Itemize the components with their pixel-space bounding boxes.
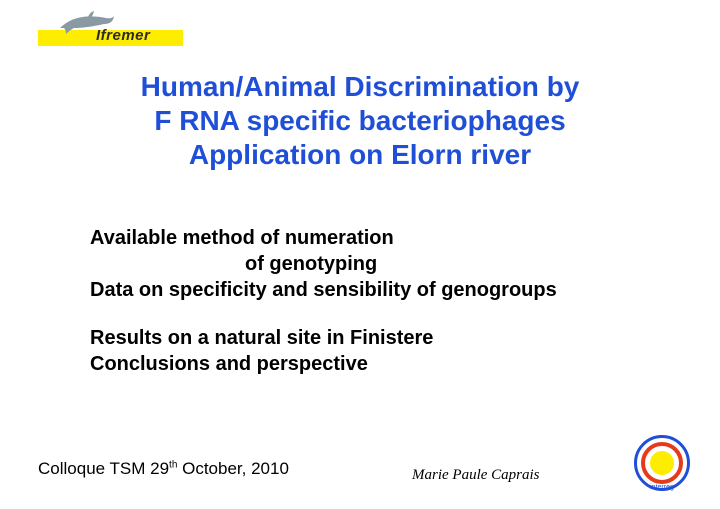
body-line-3: Data on specificity and sensibility of g… (90, 277, 650, 303)
ifremer-logo-text: Ifremer (96, 27, 150, 44)
title-line-3: Application on Elorn river (0, 138, 720, 172)
footer-author: Marie Paule Caprais (412, 467, 540, 484)
slide-body: Available method of numeration of genoty… (90, 225, 650, 377)
footer-event: Colloque TSM 29th October, 2010 (38, 459, 289, 479)
slide-title: Human/Animal Discrimination by F RNA spe… (0, 70, 720, 172)
body-line-5: Conclusions and perspective (90, 351, 650, 377)
footer-event-prefix: Colloque TSM 29 (38, 459, 169, 478)
target-logo-icon (634, 435, 690, 491)
footer-event-suffix: October, 2010 (177, 459, 289, 478)
interreg-logo-text: interreg (630, 484, 694, 491)
body-line-1: Available method of numeration (90, 225, 650, 251)
body-line-4: Results on a natural site in Finistere (90, 325, 650, 351)
title-line-2: F RNA specific bacteriophages (0, 104, 720, 138)
title-line-1: Human/Animal Discrimination by (0, 70, 720, 104)
body-line-2: of genotyping (90, 251, 650, 277)
